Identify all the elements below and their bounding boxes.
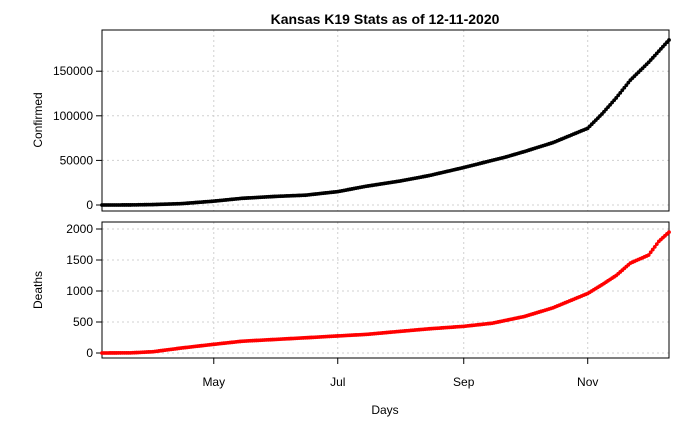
confirmed-point: [622, 85, 627, 90]
chart-title: Kansas K19 Stats as of 12-11-2020: [271, 11, 500, 27]
x-axis: May Jul Sep Nov: [202, 358, 598, 389]
confirmed-y-label: Confirmed: [31, 92, 45, 147]
deaths-panel: 0 500 1000 1500 2000 Deaths: [31, 221, 671, 360]
deaths-series: [100, 230, 671, 355]
y-tick-label: 100000: [53, 109, 93, 123]
deaths-plot-frame: [101, 221, 670, 359]
deaths-y-axis: 0 500 1000 1500 2000: [66, 222, 102, 360]
deaths-point: [650, 247, 655, 252]
confirmed-point: [624, 83, 629, 88]
confirmed-point: [626, 80, 631, 85]
y-tick-label: 500: [73, 315, 93, 329]
deaths-point: [648, 250, 653, 255]
x-tick-label: Jul: [330, 375, 345, 389]
y-tick-label: 1000: [66, 284, 93, 298]
x-tick-label: Nov: [577, 375, 598, 389]
y-tick-label: 1500: [66, 253, 93, 267]
confirmed-point: [618, 90, 623, 95]
confirmed-point: [667, 38, 671, 42]
confirmed-y-axis: 0 50000 100000 150000: [53, 64, 102, 212]
deaths-y-label: Deaths: [31, 271, 45, 309]
deaths-point: [646, 253, 651, 257]
confirmed-point: [616, 93, 621, 98]
y-tick-label: 150000: [53, 64, 93, 78]
x-tick-label: Sep: [453, 375, 475, 389]
confirmed-series: [100, 38, 671, 207]
deaths-point: [652, 244, 657, 249]
y-tick-label: 0: [86, 346, 93, 360]
confirmed-grid: [102, 30, 669, 211]
x-axis-label: Days: [371, 403, 398, 417]
confirmed-panel: 0 50000 100000 150000 Confirmed: [31, 29, 671, 212]
deaths-point: [667, 230, 671, 235]
deaths-grid: [102, 222, 669, 358]
y-tick-label: 50000: [60, 153, 94, 167]
deaths-point: [654, 242, 659, 247]
y-tick-label: 0: [86, 198, 93, 212]
confirmed-point: [614, 96, 619, 100]
confirmed-point: [620, 88, 625, 93]
x-tick-label: May: [202, 375, 225, 389]
confirmed-plot-frame: [101, 29, 670, 212]
y-tick-label: 2000: [66, 222, 93, 236]
